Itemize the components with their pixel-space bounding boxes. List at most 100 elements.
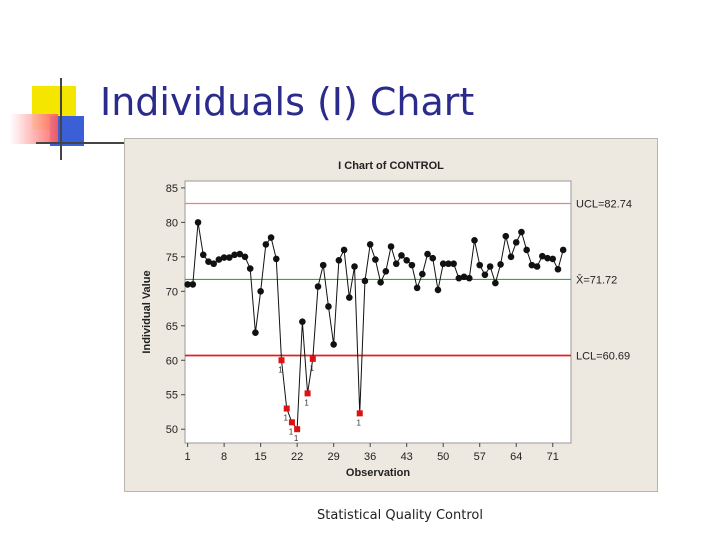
data-point: [403, 256, 410, 264]
x-tick-label: 29: [328, 451, 340, 463]
x-tick-label: 64: [510, 451, 522, 463]
y-tick-label: 60: [166, 355, 178, 367]
data-point: [189, 281, 197, 288]
data-point: [549, 255, 557, 263]
x-tick-label: 57: [474, 451, 486, 463]
chart-title: I Chart of CONTROL: [338, 160, 444, 172]
y-tick-label: 65: [166, 321, 178, 333]
slide-footer: Statistical Quality Control: [317, 508, 483, 523]
data-point: [481, 271, 489, 279]
data-point: [429, 254, 437, 262]
x-tick-label: 8: [221, 451, 227, 463]
deco-red-square: [10, 114, 58, 144]
flag-label: 1: [283, 414, 288, 423]
data-point: [299, 318, 306, 325]
data-point: [460, 273, 468, 281]
data-point: [314, 283, 322, 290]
data-point: [465, 274, 473, 282]
flag-label: 1: [278, 365, 283, 374]
y-axis-title: Individual Value: [141, 270, 153, 353]
data-point: [497, 261, 504, 268]
data-point: [194, 219, 202, 226]
x-tick-label: 71: [547, 451, 559, 463]
data-point: [205, 258, 212, 265]
flagged-point: [356, 410, 363, 417]
x-tick-label: 22: [291, 451, 303, 463]
chart-panel: I Chart of CONTROL Observation Individual …: [124, 138, 658, 492]
data-point: [241, 253, 249, 261]
lcl-label: LCL=60.69: [576, 351, 630, 363]
data-point: [377, 279, 384, 286]
data-point: [215, 256, 223, 263]
flagged-point: [278, 357, 285, 364]
x-tick-label: 43: [401, 451, 413, 463]
data-point: [361, 277, 369, 285]
data-point: [554, 265, 562, 273]
data-point: [246, 265, 254, 272]
data-point: [518, 228, 525, 236]
data-point: [267, 234, 275, 241]
slide-title: Individuals (I) Chart: [100, 80, 475, 124]
data-point: [492, 279, 499, 287]
data-point: [419, 270, 426, 278]
data-point: [486, 263, 494, 270]
data-point: [439, 260, 447, 268]
i-chart: I Chart of CONTROL Observation Individual …: [141, 160, 632, 479]
data-point: [226, 254, 233, 261]
data-point: [507, 253, 515, 261]
data-point: [413, 284, 421, 292]
data-point: [366, 241, 374, 248]
x-axis-title: Observation: [346, 467, 410, 479]
data-point: [398, 252, 405, 259]
data-point: [199, 251, 207, 259]
y-tick-label: 50: [166, 424, 178, 436]
data-point: [210, 260, 217, 268]
data-point: [455, 274, 463, 282]
ucl-label: UCL=82.74: [576, 198, 632, 210]
flagged-point: [304, 390, 311, 397]
data-point: [330, 341, 337, 348]
data-point: [272, 255, 280, 263]
flagged-point: [283, 405, 290, 412]
data-point: [408, 261, 416, 269]
data-point: [528, 261, 536, 269]
data-point: [392, 260, 400, 268]
x-tick-label: 15: [255, 451, 267, 463]
data-point: [544, 254, 551, 262]
data-point: [559, 246, 567, 254]
y-tick-label: 80: [166, 217, 178, 229]
data-point: [184, 281, 191, 288]
flag-label: 1: [294, 434, 299, 443]
x-tick-label: 1: [185, 451, 191, 463]
data-point: [512, 239, 520, 246]
data-point: [252, 329, 259, 336]
data-point: [434, 286, 442, 294]
data-point: [424, 250, 431, 258]
data-point: [325, 303, 332, 310]
x-tick-label: 50: [437, 451, 449, 463]
data-point: [476, 261, 484, 269]
data-point: [335, 256, 343, 264]
data-point: [445, 260, 452, 268]
data-point: [502, 232, 510, 240]
data-point: [346, 294, 353, 301]
y-tick-label: 55: [166, 390, 178, 402]
center-label: X̄=71.72: [576, 274, 617, 287]
flagged-point: [309, 355, 316, 362]
data-point: [382, 268, 390, 275]
deco-vertical-rule: [60, 78, 62, 160]
flagged-point: [294, 426, 301, 433]
y-tick-label: 75: [166, 252, 178, 264]
data-point: [471, 236, 478, 244]
y-tick-label: 70: [166, 286, 178, 298]
flag-label: 1: [357, 418, 362, 427]
y-tick-label: 85: [166, 183, 178, 195]
data-point: [220, 254, 228, 261]
data-point: [340, 246, 348, 254]
data-point: [236, 250, 244, 258]
data-point: [533, 263, 541, 270]
data-point: [539, 252, 546, 260]
data-point: [319, 261, 327, 269]
flag-label: 1: [304, 398, 309, 407]
data-point: [387, 243, 395, 250]
